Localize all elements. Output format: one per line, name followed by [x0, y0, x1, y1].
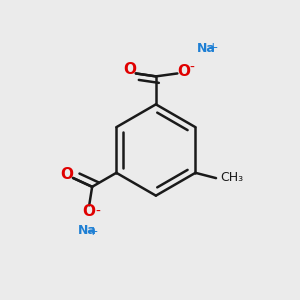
Text: -: - — [96, 205, 100, 219]
Text: +: + — [88, 225, 98, 238]
Text: +: + — [207, 41, 218, 54]
Text: O: O — [177, 64, 190, 79]
Text: O: O — [83, 204, 96, 219]
Text: CH₃: CH₃ — [220, 171, 243, 184]
Text: Na: Na — [77, 224, 96, 238]
Text: O: O — [60, 167, 73, 182]
Text: -: - — [190, 61, 194, 75]
Text: O: O — [123, 62, 136, 77]
Text: Na: Na — [197, 42, 216, 55]
